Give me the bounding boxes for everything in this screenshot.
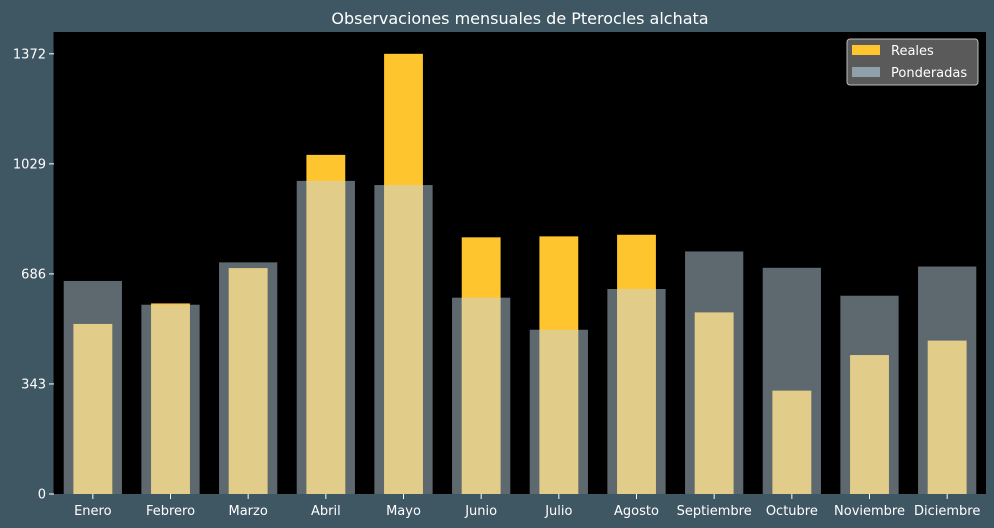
legend: Reales Ponderadas (846, 38, 979, 86)
y-tick-label: 343 (21, 377, 46, 392)
y-tick-label: 686 (21, 267, 46, 282)
bar-overlap (306, 180, 346, 494)
bar-overlap (228, 268, 268, 494)
bar-overlap (617, 288, 656, 494)
x-tick-label: Diciembre (914, 504, 980, 519)
bar-overlap (694, 312, 734, 494)
bar-overlap (73, 323, 113, 494)
series-reales (73, 53, 967, 495)
legend-label-reales: Reales (891, 44, 934, 59)
legend-swatch-reales (852, 45, 880, 55)
x-tick-label: Agosto (614, 504, 659, 519)
bar-overlap (461, 297, 501, 494)
bar-overlap (384, 185, 423, 494)
legend-swatch-ponderadas (852, 67, 880, 77)
bar-overlap (151, 304, 190, 494)
x-axis: Enero Febrero Marzo Abril Mayo Junio Julio Agos… (74, 494, 980, 519)
x-tick-label: Septiembre (677, 504, 752, 519)
x-tick-label: Noviembre (834, 504, 905, 519)
x-tick-label: Febrero (146, 504, 195, 519)
x-tick-label: Mayo (386, 504, 421, 519)
x-tick-label: Marzo (229, 504, 268, 519)
x-tick-label: Abril (311, 504, 341, 519)
x-tick-label: Octubre (766, 504, 818, 519)
plot-area (54, 32, 986, 494)
x-tick-label: Julio (544, 504, 572, 519)
bar-overlap (539, 329, 579, 494)
y-axis: 0 343 686 1029 1372 (13, 32, 55, 503)
y-tick-label: 1372 (13, 47, 46, 62)
y-tick-label: 0 (38, 488, 46, 503)
bar-overlap (772, 390, 812, 494)
legend-label-ponderadas: Ponderadas (891, 66, 967, 81)
x-tick-label: Junio (464, 504, 497, 519)
bar-overlap (927, 340, 967, 494)
chart-title: Observaciones mensuales de Pterocles alc… (331, 9, 708, 28)
y-tick-label: 1029 (13, 157, 46, 172)
bar-overlap (850, 355, 889, 494)
x-tick-label: Enero (74, 504, 112, 519)
